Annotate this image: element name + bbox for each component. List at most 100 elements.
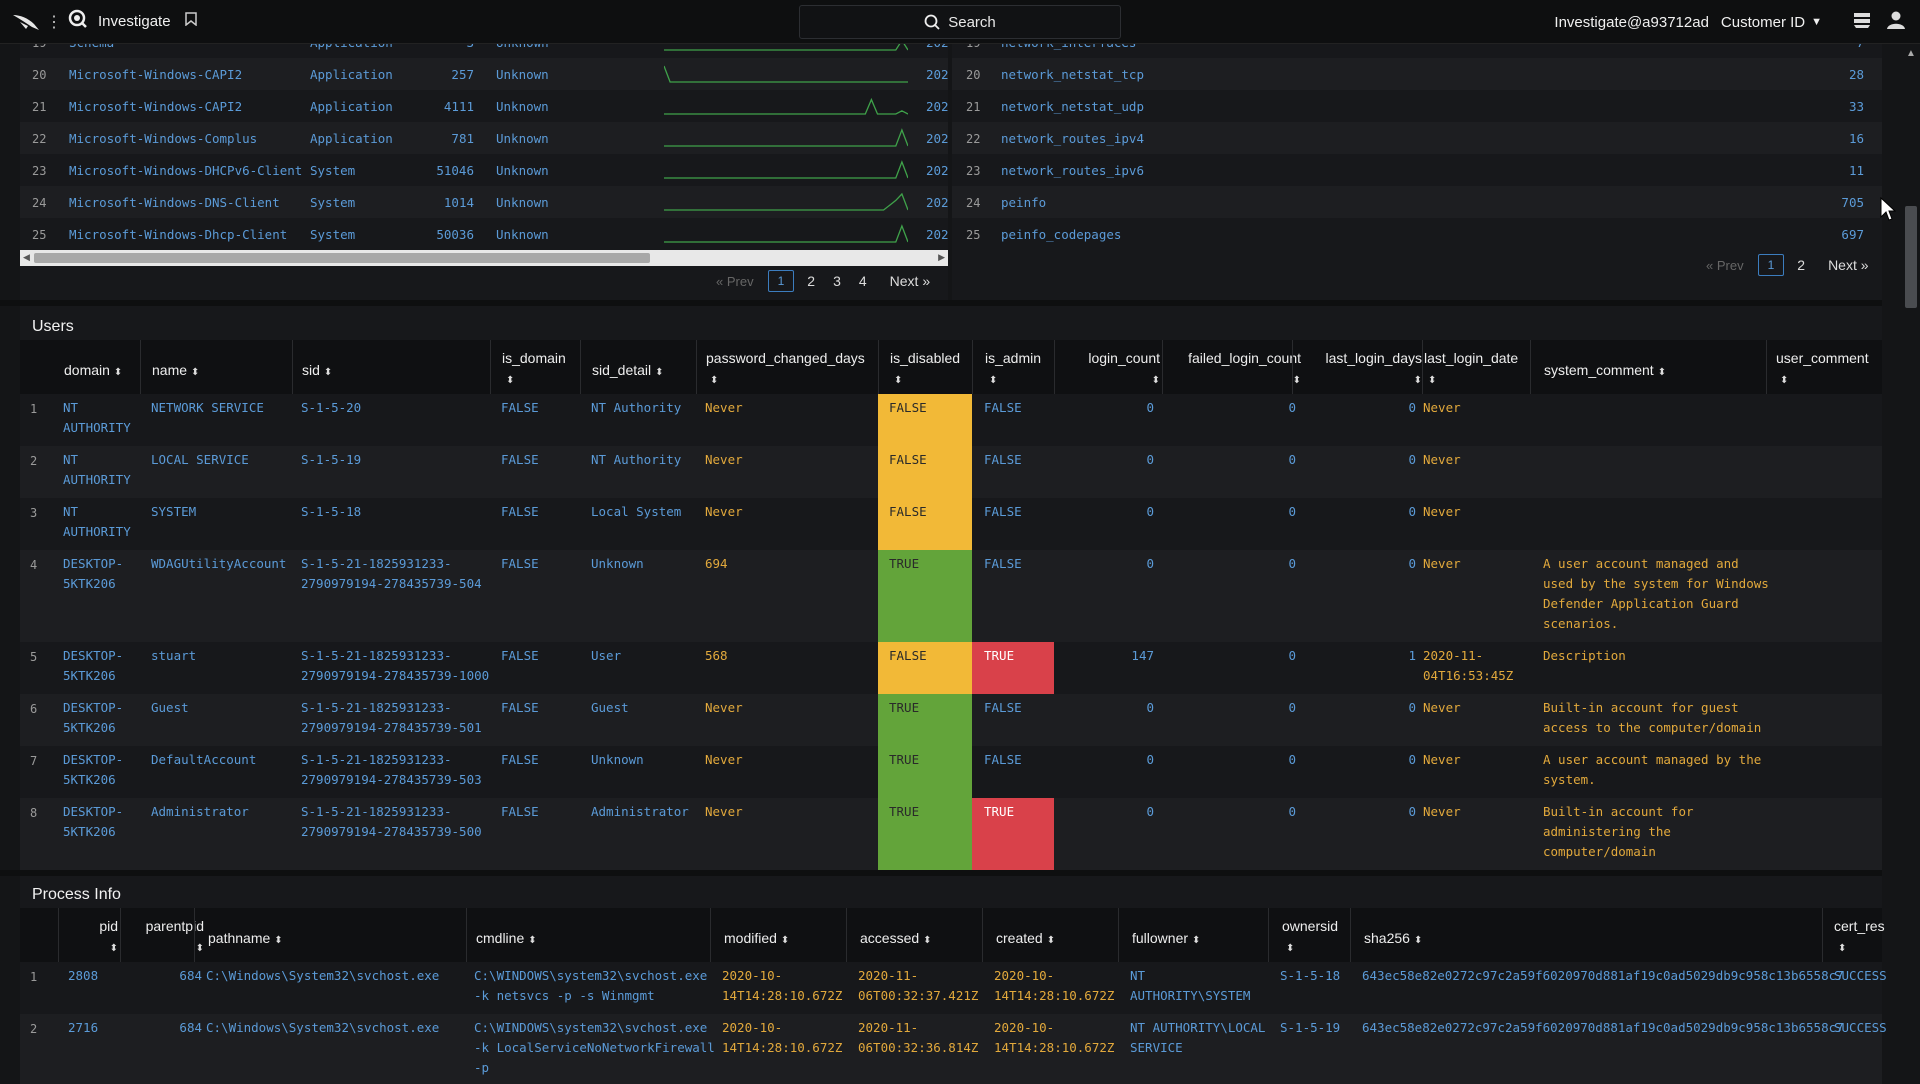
sid-link[interactable]: S-1-5-18 — [301, 504, 362, 519]
col-ownersid[interactable]: ownersid ⬍ — [1282, 918, 1339, 954]
col-pid[interactable]: pid ⬍ — [99, 918, 118, 954]
sha256-link[interactable]: 643ec58e82e0272c97c2a59f6020970d881af19c… — [1362, 1020, 1844, 1035]
next-page-button[interactable]: Next » — [1828, 257, 1869, 273]
search-button[interactable]: Search — [799, 5, 1121, 39]
col-pathname[interactable]: pathname ⬍ — [208, 930, 283, 946]
customer-id-dropdown[interactable]: Customer ID ▼ — [1721, 14, 1822, 31]
module-name-link[interactable]: peinfo_codepages — [1001, 227, 1122, 242]
domain-link[interactable]: NT AUTHORITY — [63, 400, 131, 435]
sid-link[interactable]: S-1-5-19 — [301, 452, 362, 467]
event-source-link[interactable]: Microsoft-Windows-Complus — [69, 131, 258, 146]
domain-link[interactable]: DESKTOP- 5KTK206 — [63, 752, 124, 787]
horizontal-scrollbar[interactable]: ◀ ▶ — [20, 250, 948, 266]
event-source-link[interactable]: Microsoft-Windows-DNS-Client — [69, 195, 280, 210]
vertical-scrollbar[interactable]: ▲ — [1902, 44, 1920, 1080]
col-sha256[interactable]: sha256 ⬍ — [1364, 930, 1423, 946]
prev-page-button[interactable]: « Prev — [1706, 257, 1744, 273]
sha256-link[interactable]: 643ec58e82e0272c97c2a59f6020970d881af19c… — [1362, 968, 1844, 983]
more-menu-icon[interactable]: ⋮ — [46, 13, 62, 31]
col-login-count[interactable]: login_count ⬍ — [1088, 350, 1160, 386]
page-3-button[interactable]: 3 — [833, 273, 841, 289]
col-modified[interactable]: modified ⬍ — [724, 930, 790, 946]
pid-link[interactable]: 2716 — [68, 1020, 99, 1035]
col-is-admin[interactable]: is_admin ⬍ — [985, 350, 1042, 386]
fullowner-link[interactable]: NT AUTHORITY\LOCAL SERVICE — [1130, 1020, 1266, 1055]
module-name-link[interactable]: network_routes_ipv6 — [1001, 163, 1144, 178]
domain-link[interactable]: DESKTOP- 5KTK206 — [63, 700, 124, 735]
pid-link[interactable]: 2808 — [68, 968, 99, 983]
pathname-link[interactable]: C:\Windows\System32\svchost.exe — [206, 968, 440, 983]
is-domain-value: FALSE — [501, 452, 539, 467]
user-name-link[interactable]: Guest — [151, 700, 189, 715]
sid-link[interactable]: S-1-5-21-1825931233- 2790979194-27843573… — [301, 648, 490, 683]
event-source-link[interactable]: Microsoft-Windows-CAPI2 — [69, 67, 243, 82]
next-page-button[interactable]: Next » — [889, 273, 931, 289]
page-2-button[interactable]: 2 — [807, 273, 816, 289]
col-cmdline[interactable]: cmdline ⬍ — [476, 930, 537, 946]
col-last-login-date[interactable]: last_login_date ⬍ — [1424, 350, 1519, 386]
user-name-link[interactable]: stuart — [151, 648, 197, 663]
user-name-link[interactable]: SYSTEM — [151, 504, 197, 519]
col-system-comment[interactable]: system_comment ⬍ — [1544, 362, 1667, 378]
page-1-button[interactable]: 1 — [767, 270, 795, 292]
domain-link[interactable]: NT AUTHORITY — [63, 452, 131, 487]
scroll-right-icon[interactable]: ▶ — [938, 252, 945, 262]
user-name-link[interactable]: Administrator — [151, 804, 249, 819]
notifications-stack-icon[interactable] — [1852, 11, 1872, 34]
col-sid[interactable]: sid ⬍ — [302, 362, 333, 378]
bookmark-icon[interactable] — [184, 12, 197, 31]
col-cert-res[interactable]: cert_res ⬍ — [1834, 918, 1885, 954]
module-name-link[interactable]: peinfo — [1001, 195, 1047, 210]
scrollbar-thumb[interactable] — [1905, 206, 1917, 308]
prev-page-button[interactable]: « Prev — [716, 273, 754, 289]
sid-link[interactable]: S-1-5-21-1825931233- 2790979194-27843573… — [301, 752, 482, 787]
module-name-link[interactable]: network_netstat_tcp — [1001, 67, 1144, 82]
scrollbar-thumb[interactable] — [34, 253, 650, 263]
event-source-link[interactable]: Microsoft-Windows-CAPI2 — [69, 99, 243, 114]
col-is-domain[interactable]: is_domain ⬍ — [502, 350, 566, 386]
pathname-link[interactable]: C:\Windows\System32\svchost.exe — [206, 1020, 440, 1035]
col-name[interactable]: name ⬍ — [152, 362, 200, 378]
domain-link[interactable]: DESKTOP- 5KTK206 — [63, 804, 124, 839]
col-sid-detail[interactable]: sid_detail ⬍ — [592, 362, 664, 378]
user-profile-icon[interactable] — [1886, 10, 1906, 35]
col-accessed[interactable]: accessed ⬍ — [860, 930, 932, 946]
event-source-link[interactable]: Microsoft-Windows-DHCPv6-Client — [69, 163, 303, 178]
sid-detail-value: Unknown — [591, 752, 644, 767]
scroll-up-icon[interactable]: ▲ — [1906, 48, 1916, 59]
page-2-button[interactable]: 2 — [1797, 257, 1806, 273]
is-domain-value: FALSE — [501, 504, 539, 519]
user-name-link[interactable]: NETWORK SERVICE — [151, 400, 264, 415]
col-parentpid[interactable]: parentpid ⬍ — [145, 918, 204, 954]
col-last-login-days[interactable]: last_login_days ⬍ — [1325, 350, 1422, 386]
col-fullowner[interactable]: fullowner ⬍ — [1132, 930, 1201, 946]
ownersid-link[interactable]: S-1-5-19 — [1280, 1020, 1341, 1035]
fullowner-link[interactable]: NT AUTHORITY\SYSTEM — [1130, 968, 1251, 1003]
col-user-comment[interactable]: user_comment ⬍ — [1776, 350, 1869, 386]
falcon-logo-icon[interactable] — [10, 10, 42, 34]
col-created[interactable]: created ⬍ — [996, 930, 1056, 946]
sid-link[interactable]: S-1-5-21-1825931233- 2790979194-27843573… — [301, 700, 482, 735]
user-name-link[interactable]: WDAGUtilityAccount — [151, 556, 287, 571]
domain-link[interactable]: NT AUTHORITY — [63, 504, 131, 539]
col-domain[interactable]: domain ⬍ — [64, 362, 123, 378]
domain-link[interactable]: DESKTOP- 5KTK206 — [63, 556, 124, 591]
event-source-link[interactable]: Microsoft-Windows-Dhcp-Client — [69, 227, 288, 242]
sid-link[interactable]: S-1-5-21-1825931233- 2790979194-27843573… — [301, 556, 482, 591]
user-name-link[interactable]: DefaultAccount — [151, 752, 257, 767]
sid-link[interactable]: S-1-5-21-1825931233- 2790979194-27843573… — [301, 804, 482, 839]
user-account-label[interactable]: Investigate@a93712ad — [1554, 13, 1709, 31]
col-failed-login-count[interactable]: failed_login_count ⬍ — [1188, 350, 1301, 386]
module-name-link[interactable]: network_routes_ipv4 — [1001, 131, 1144, 146]
scroll-left-icon[interactable]: ◀ — [23, 252, 30, 262]
sid-link[interactable]: S-1-5-20 — [301, 400, 362, 415]
module-name-link[interactable]: network_netstat_udp — [1001, 99, 1144, 114]
col-is-disabled[interactable]: is_disabled ⬍ — [890, 350, 961, 386]
col-password-changed-days[interactable]: password_changed_days ⬍ — [706, 350, 865, 386]
domain-link[interactable]: DESKTOP- 5KTK206 — [63, 648, 124, 683]
page-4-button[interactable]: 4 — [858, 273, 867, 289]
module-count: 11 — [1848, 163, 1864, 178]
ownersid-link[interactable]: S-1-5-18 — [1280, 968, 1341, 983]
user-name-link[interactable]: LOCAL SERVICE — [151, 452, 249, 467]
page-1-button[interactable]: 1 — [1757, 254, 1785, 276]
